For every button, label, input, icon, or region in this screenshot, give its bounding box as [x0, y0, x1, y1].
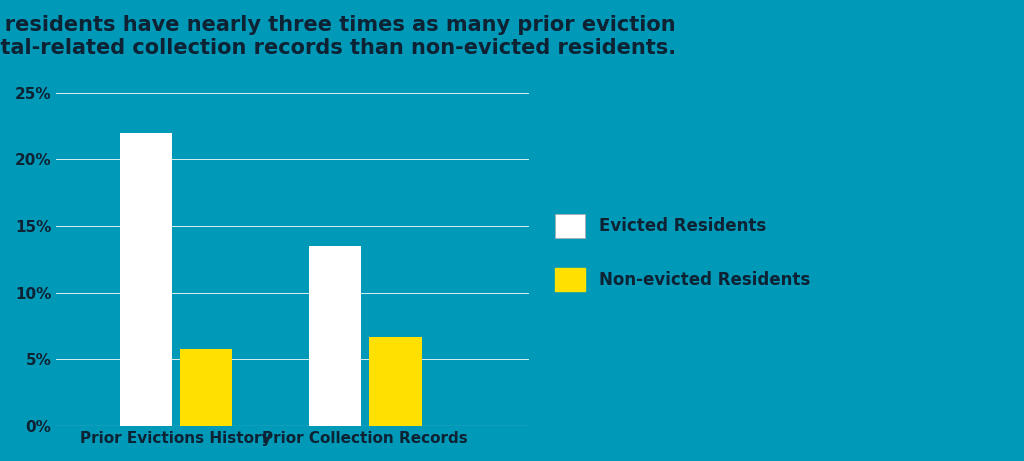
- Bar: [308, 246, 361, 426]
- Bar: [369, 337, 422, 426]
- Legend: Evicted Residents, Non-evicted Residents: Evicted Residents, Non-evicted Residents: [547, 206, 818, 300]
- Bar: [120, 133, 172, 426]
- Title: Evicted residents have nearly three times as many prior eviction
and rental-rela: Evicted residents have nearly three time…: [0, 15, 676, 58]
- Bar: [180, 349, 232, 426]
